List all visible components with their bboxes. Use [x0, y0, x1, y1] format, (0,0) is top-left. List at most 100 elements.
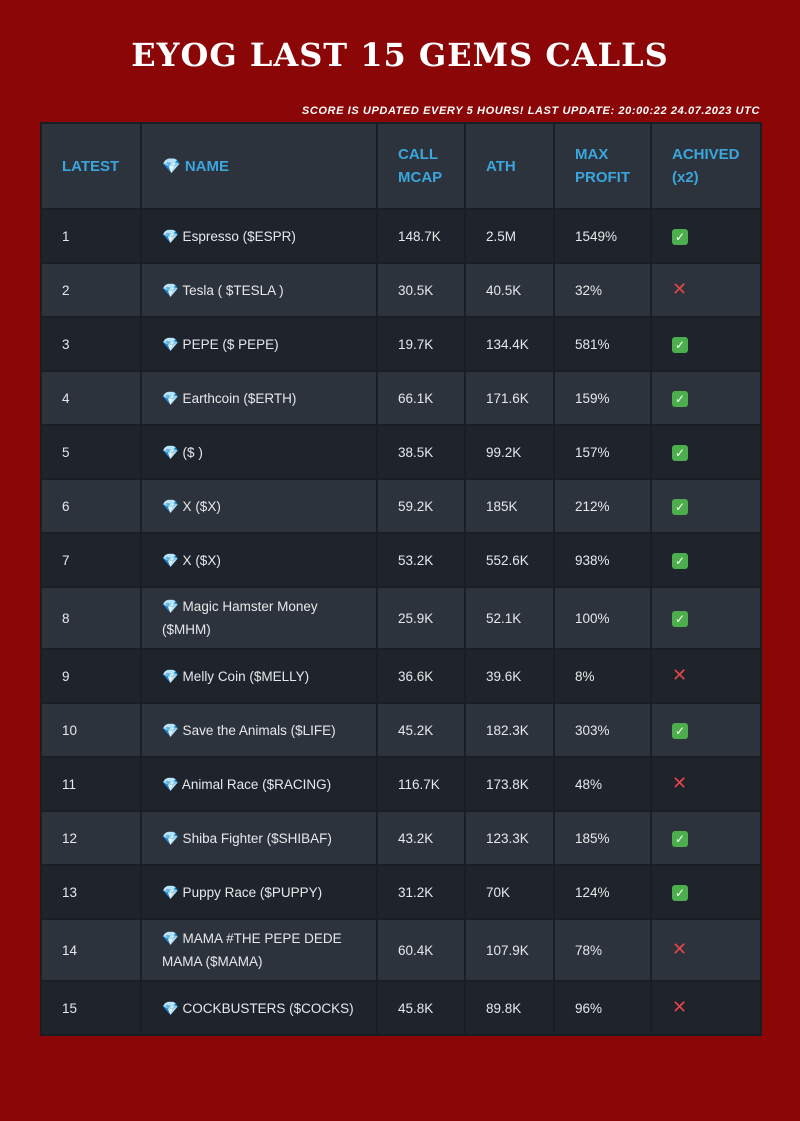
name-cell: 💎 PEPE ($ PEPE) [140, 316, 378, 372]
max-profit-cell: 78% [553, 918, 652, 982]
max-profit-cell: 1549% [553, 208, 652, 264]
table-row: 9 💎 Melly Coin ($MELLY) 36.6K 39.6K 8% ✕ [40, 648, 762, 704]
max-profit-cell: 581% [553, 316, 652, 372]
name-cell: 💎 MAMA #THE PEPE DEDE MAMA ($MAMA) [140, 918, 378, 982]
check-icon: ✓ [672, 228, 688, 245]
max-profit-cell: 159% [553, 370, 652, 426]
name-cell: 💎 Save the Animals ($LIFE) [140, 702, 378, 758]
cross-icon: ✕ [672, 665, 688, 686]
latest-cell: 4 [40, 370, 142, 426]
ath-cell: 173.8K [464, 756, 555, 812]
latest-cell: 14 [40, 918, 142, 982]
cross-icon: ✕ [672, 773, 688, 794]
table-row: 5 💎 ($ ) 38.5K 99.2K 157% ✓ [40, 424, 762, 480]
name-cell: 💎 Tesla ( $TESLA ) [140, 262, 378, 318]
achieved-cell: ✓ [650, 478, 762, 534]
max-profit-cell: 100% [553, 586, 652, 650]
achieved-cell: ✓ [650, 370, 762, 426]
achieved-cell: ✓ [650, 208, 762, 264]
max-profit-cell: 185% [553, 810, 652, 866]
latest-cell: 15 [40, 980, 142, 1036]
call-mcap-cell: 45.8K [376, 980, 466, 1036]
ath-cell: 185K [464, 478, 555, 534]
call-mcap-cell: 31.2K [376, 864, 466, 920]
check-icon: ✓ [672, 722, 688, 739]
name-cell: 💎 Earthcoin ($ERTH) [140, 370, 378, 426]
call-mcap-cell: 30.5K [376, 262, 466, 318]
table-row: 7 💎 X ($X) 53.2K 552.6K 938% ✓ [40, 532, 762, 588]
achieved-cell: ✕ [650, 648, 762, 704]
header-max-profit: MAX PROFIT [553, 122, 652, 210]
call-mcap-cell: 45.2K [376, 702, 466, 758]
table-body: 1 💎 Espresso ($ESPR) 148.7K 2.5M 1549% ✓ 2 💎 Te… [40, 208, 762, 1036]
achieved-cell: ✕ [650, 262, 762, 318]
check-icon: ✓ [672, 884, 688, 901]
latest-cell: 10 [40, 702, 142, 758]
header-name: 💎 NAME [140, 122, 378, 210]
check-icon: ✓ [672, 830, 688, 847]
call-mcap-cell: 66.1K [376, 370, 466, 426]
call-mcap-cell: 53.2K [376, 532, 466, 588]
name-cell: 💎 X ($X) [140, 532, 378, 588]
check-icon: ✓ [672, 498, 688, 515]
max-profit-cell: 157% [553, 424, 652, 480]
ath-cell: 134.4K [464, 316, 555, 372]
latest-cell: 2 [40, 262, 142, 318]
table-row: 6 💎 X ($X) 59.2K 185K 212% ✓ [40, 478, 762, 534]
table-row: 14 💎 MAMA #THE PEPE DEDE MAMA ($MAMA) 60.4… [40, 918, 762, 982]
update-notice: SCORE IS UPDATED EVERY 5 HOURS! LAST UPD… [301, 105, 760, 117]
page-title: EYOG LAST 15 GEMS CALLS [131, 36, 669, 74]
ath-cell: 182.3K [464, 702, 555, 758]
achieved-cell: ✓ [650, 702, 762, 758]
table-row: 4 💎 Earthcoin ($ERTH) 66.1K 171.6K 159% ✓ [40, 370, 762, 426]
latest-cell: 12 [40, 810, 142, 866]
table-row: 13 💎 Puppy Race ($PUPPY) 31.2K 70K 124% ✓ [40, 864, 762, 920]
latest-cell: 7 [40, 532, 142, 588]
call-mcap-cell: 116.7K [376, 756, 466, 812]
call-mcap-cell: 36.6K [376, 648, 466, 704]
name-cell: 💎 Animal Race ($RACING) [140, 756, 378, 812]
call-mcap-cell: 148.7K [376, 208, 466, 264]
latest-cell: 6 [40, 478, 142, 534]
ath-cell: 2.5M [464, 208, 555, 264]
header-call-mcap: CALL MCAP [376, 122, 466, 210]
call-mcap-cell: 59.2K [376, 478, 466, 534]
cross-icon: ✕ [672, 279, 688, 300]
check-icon: ✓ [672, 552, 688, 569]
max-profit-cell: 8% [553, 648, 652, 704]
call-mcap-cell: 19.7K [376, 316, 466, 372]
call-mcap-cell: 38.5K [376, 424, 466, 480]
name-cell: 💎 Puppy Race ($PUPPY) [140, 864, 378, 920]
latest-cell: 9 [40, 648, 142, 704]
ath-cell: 40.5K [464, 262, 555, 318]
achieved-cell: ✕ [650, 756, 762, 812]
table-row: 15 💎 COCKBUSTERS ($COCKS) 45.8K 89.8K 96% ✕ [40, 980, 762, 1036]
latest-cell: 13 [40, 864, 142, 920]
max-profit-cell: 303% [553, 702, 652, 758]
table-row: 3 💎 PEPE ($ PEPE) 19.7K 134.4K 581% ✓ [40, 316, 762, 372]
latest-cell: 1 [40, 208, 142, 264]
call-mcap-cell: 43.2K [376, 810, 466, 866]
max-profit-cell: 938% [553, 532, 652, 588]
latest-cell: 11 [40, 756, 142, 812]
check-icon: ✓ [672, 336, 688, 353]
max-profit-cell: 32% [553, 262, 652, 318]
call-mcap-cell: 25.9K [376, 586, 466, 650]
ath-cell: 39.6K [464, 648, 555, 704]
ath-cell: 89.8K [464, 980, 555, 1036]
ath-cell: 70K [464, 864, 555, 920]
achieved-cell: ✓ [650, 532, 762, 588]
latest-cell: 5 [40, 424, 142, 480]
max-profit-cell: 124% [553, 864, 652, 920]
name-cell: 💎 COCKBUSTERS ($COCKS) [140, 980, 378, 1036]
table-row: 2 💎 Tesla ( $TESLA ) 30.5K 40.5K 32% ✕ [40, 262, 762, 318]
achieved-cell: ✓ [650, 316, 762, 372]
achieved-cell: ✓ [650, 810, 762, 866]
achieved-cell: ✕ [650, 918, 762, 982]
ath-cell: 171.6K [464, 370, 555, 426]
table-row: 11 💎 Animal Race ($RACING) 116.7K 173.8K 48%… [40, 756, 762, 812]
max-profit-cell: 96% [553, 980, 652, 1036]
table-header-row: LATEST 💎 NAME CALL MCAP ATH MAX PROFIT A… [40, 122, 762, 210]
ath-cell: 123.3K [464, 810, 555, 866]
achieved-cell: ✓ [650, 424, 762, 480]
